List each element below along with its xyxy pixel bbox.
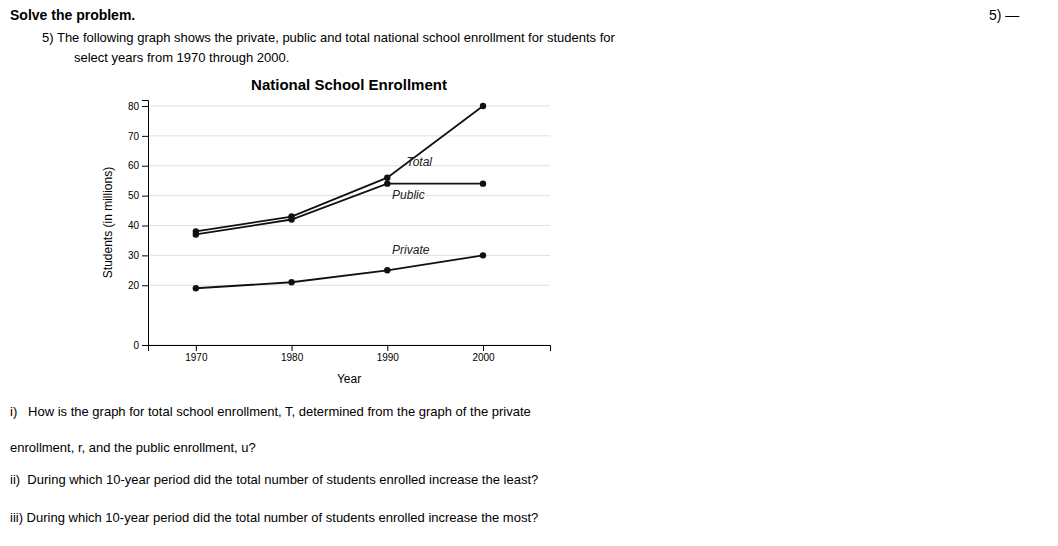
x-tick: 1990: [377, 345, 400, 363]
annotation: Private: [392, 243, 430, 257]
grid-line: [148, 225, 550, 226]
y-tick: 80: [128, 101, 148, 112]
question-text: ii) During which 10-year period did the …: [10, 472, 538, 487]
tick-label: 70: [128, 131, 140, 142]
tick-mark: [142, 196, 148, 197]
chart-page: Solve the problem. 5) — 5) The following g…: [0, 0, 1058, 546]
x-tick: 2000: [472, 345, 495, 363]
y-axis-title: Students (in millions): [101, 167, 115, 278]
axis-domain: [149, 346, 551, 352]
series-line: [196, 184, 483, 235]
annotation: Public: [392, 188, 425, 202]
grid-line: [148, 105, 550, 106]
tick-label: 30: [128, 250, 140, 261]
series-line: [196, 255, 483, 288]
y-tick: 70: [128, 131, 148, 142]
problem-text: select years from 1970 through 2000.: [74, 50, 289, 65]
question-text: enrollment, r, and the public enrollment…: [10, 440, 256, 455]
grid-line: [148, 195, 550, 196]
question-text: i) How is the graph for total school enr…: [10, 404, 531, 419]
y-tick: 30: [128, 250, 148, 261]
series-point: [384, 180, 390, 186]
tick-label: 2000: [472, 352, 495, 363]
grid-line: [148, 285, 550, 286]
tick-label: 20: [128, 280, 140, 291]
tick-mark: [387, 345, 388, 351]
tick-label: 1990: [377, 352, 400, 363]
x-tick: 1970: [185, 345, 208, 363]
y-tick: 50: [128, 190, 148, 201]
y-tick: 0: [133, 340, 148, 351]
x-axis: 1970 1980 1990 2000: [149, 345, 551, 363]
grid-line: [148, 165, 550, 166]
tick-label: 80: [128, 101, 140, 112]
series-point: [480, 103, 486, 109]
tick-mark: [142, 285, 148, 286]
header: Solve the problem.: [10, 7, 135, 23]
y-axis: 0 20 30 40 50 60 70 80: [128, 101, 149, 351]
grid-line: [148, 255, 550, 256]
tick-label: 1980: [281, 352, 304, 363]
tick-mark: [292, 345, 293, 351]
axis-domain: [142, 101, 149, 346]
y-tick: 40: [128, 220, 148, 231]
grid-line: [148, 135, 550, 136]
series-line: [196, 106, 483, 231]
tick-mark: [142, 225, 148, 226]
problem-text: 5) The following graph shows the private…: [42, 30, 615, 45]
grid: [148, 106, 550, 345]
question-text: iii) During which 10-year period did the…: [10, 510, 538, 525]
plot-marks: [193, 103, 487, 292]
x-axis-title: Year: [337, 372, 361, 386]
tick-label: 1970: [185, 352, 208, 363]
tick-mark: [142, 345, 148, 346]
series-point: [480, 252, 486, 258]
tick-mark: [142, 106, 148, 107]
tick-mark: [142, 166, 148, 167]
tick-label: 60: [128, 160, 140, 171]
series-point: [193, 285, 199, 291]
header-number: 5) —: [989, 7, 1019, 23]
series-point: [288, 279, 294, 285]
series-point: [384, 174, 390, 180]
tick-label: 50: [128, 190, 140, 201]
tick-label: 0: [133, 340, 139, 351]
series-point: [480, 180, 486, 186]
annotation: Total: [406, 155, 432, 169]
series-point: [193, 231, 199, 237]
series-point: [384, 267, 390, 273]
chart-title: National School Enrollment: [251, 76, 447, 93]
tick-mark: [142, 136, 148, 137]
y-tick: 20: [128, 280, 148, 291]
x-tick: 1980: [281, 345, 304, 363]
tick-mark: [196, 345, 197, 351]
tick-mark: [483, 345, 484, 351]
tick-mark: [142, 255, 148, 256]
y-tick: 60: [128, 160, 148, 171]
series-point: [288, 216, 294, 222]
tick-label: 40: [128, 220, 140, 231]
